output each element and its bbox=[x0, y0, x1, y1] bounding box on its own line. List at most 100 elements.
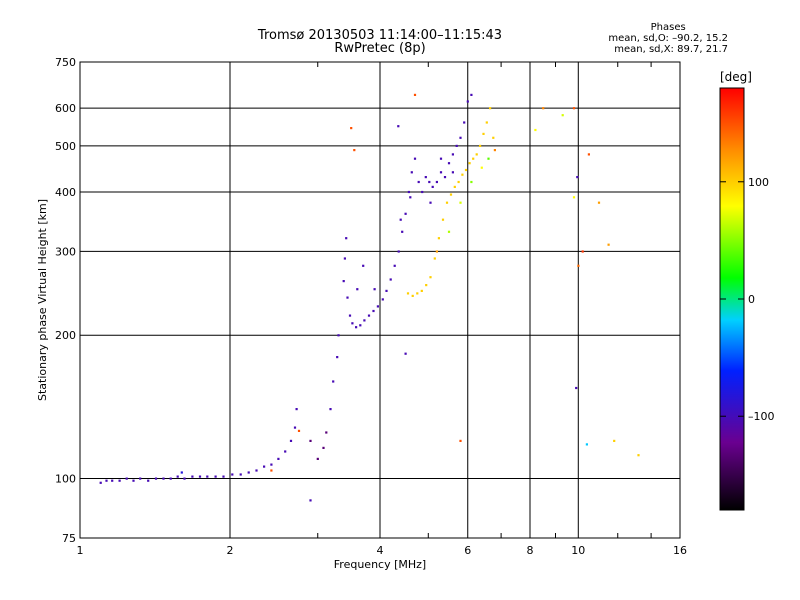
data-point bbox=[468, 162, 471, 165]
data-point bbox=[147, 479, 150, 482]
data-point bbox=[475, 153, 478, 156]
y-axis-label: Stationary phase Virtual Height [km] bbox=[36, 199, 49, 401]
data-point bbox=[470, 93, 473, 96]
data-point bbox=[345, 237, 348, 240]
data-point bbox=[472, 157, 475, 160]
data-point bbox=[404, 352, 407, 355]
data-point bbox=[367, 314, 371, 317]
data-point bbox=[329, 408, 332, 411]
data-point bbox=[118, 479, 121, 482]
data-point bbox=[447, 162, 451, 165]
data-point bbox=[417, 180, 420, 184]
phases-o-stats: mean, sd,O: –90.2, 15.2 bbox=[608, 33, 728, 44]
data-point bbox=[316, 457, 319, 460]
data-point bbox=[389, 278, 392, 281]
data-point bbox=[493, 149, 496, 152]
data-point bbox=[485, 121, 488, 124]
data-point bbox=[401, 230, 404, 233]
data-point bbox=[309, 499, 312, 502]
data-point bbox=[575, 386, 578, 390]
data-point bbox=[429, 201, 432, 204]
data-point bbox=[407, 190, 410, 194]
data-point bbox=[247, 471, 250, 474]
data-point bbox=[293, 426, 297, 429]
data-point bbox=[572, 196, 576, 199]
data-point bbox=[350, 127, 353, 130]
data-point bbox=[451, 153, 454, 156]
y-tick-label: 100 bbox=[55, 473, 76, 486]
data-point bbox=[270, 463, 273, 466]
colorbar-tick-label: 100 bbox=[748, 176, 769, 189]
data-point bbox=[420, 289, 423, 292]
data-point bbox=[325, 431, 328, 434]
data-point bbox=[424, 176, 427, 179]
data-point bbox=[421, 190, 424, 194]
data-point bbox=[270, 469, 273, 472]
x-axis-label: Frequency [MHz] bbox=[334, 558, 426, 571]
data-point bbox=[332, 380, 335, 383]
x-tick-label: 8 bbox=[527, 544, 534, 557]
data-point bbox=[297, 429, 301, 432]
data-point bbox=[459, 201, 462, 204]
data-point bbox=[416, 292, 419, 295]
data-point bbox=[435, 180, 438, 184]
data-point bbox=[343, 257, 346, 260]
data-point bbox=[466, 100, 469, 103]
x-tick-label: 4 bbox=[377, 544, 384, 557]
data-point bbox=[534, 128, 537, 132]
chart-subtitle: RwPretec (8p) bbox=[334, 41, 426, 56]
data-point bbox=[441, 218, 445, 221]
data-point bbox=[413, 93, 417, 96]
data-point bbox=[132, 479, 135, 482]
data-point bbox=[336, 356, 339, 359]
data-point bbox=[105, 479, 108, 482]
data-point bbox=[111, 479, 114, 482]
data-point bbox=[435, 250, 438, 253]
data-point bbox=[255, 469, 258, 472]
data-point bbox=[459, 136, 462, 139]
data-point bbox=[492, 136, 495, 139]
data-point bbox=[231, 473, 234, 476]
y-tick-label: 200 bbox=[55, 329, 76, 342]
data-point bbox=[406, 292, 410, 295]
data-point bbox=[637, 454, 640, 457]
data-point bbox=[191, 475, 194, 478]
axes: 1 2 4 6 8 10 16 75 100 200 300 400 500 600 750 bbox=[55, 56, 687, 557]
data-point bbox=[577, 264, 580, 267]
data-point bbox=[480, 166, 483, 169]
chart-title: Tromsø 20130503 11:14:00–11:15:43 bbox=[257, 28, 503, 43]
data-point bbox=[355, 326, 358, 329]
data-point bbox=[425, 284, 428, 287]
data-point bbox=[487, 157, 490, 160]
data-point bbox=[169, 477, 172, 480]
data-point bbox=[404, 212, 407, 215]
data-point bbox=[99, 481, 102, 484]
data-point bbox=[479, 144, 482, 147]
data-point bbox=[351, 322, 354, 325]
y-tick-label: 600 bbox=[55, 102, 76, 115]
data-point bbox=[453, 185, 456, 188]
data-point bbox=[206, 475, 209, 478]
x-tick-label: 1 bbox=[77, 544, 84, 557]
x-tick-label: 10 bbox=[571, 544, 585, 557]
colorbar-ticks: 100 0 –100 bbox=[720, 176, 775, 423]
colorbar-unit: [deg] bbox=[720, 70, 752, 84]
data-point bbox=[393, 264, 396, 267]
data-point bbox=[607, 243, 610, 246]
data-point bbox=[587, 153, 590, 156]
y-tick-label: 400 bbox=[55, 186, 76, 199]
data-point bbox=[413, 157, 417, 160]
y-tick-label: 75 bbox=[62, 532, 76, 545]
data-point bbox=[342, 280, 345, 283]
data-point bbox=[585, 443, 588, 446]
data-point bbox=[455, 144, 458, 147]
data-point bbox=[125, 477, 128, 480]
data-point bbox=[482, 132, 485, 135]
data-point bbox=[356, 288, 359, 291]
phases-x-stats: mean, sd,X: 89.7, 21.7 bbox=[614, 44, 728, 55]
data-point bbox=[359, 324, 362, 327]
data-point bbox=[348, 314, 352, 317]
data-point bbox=[373, 288, 376, 291]
data-point bbox=[457, 180, 460, 184]
data-point bbox=[433, 257, 436, 260]
